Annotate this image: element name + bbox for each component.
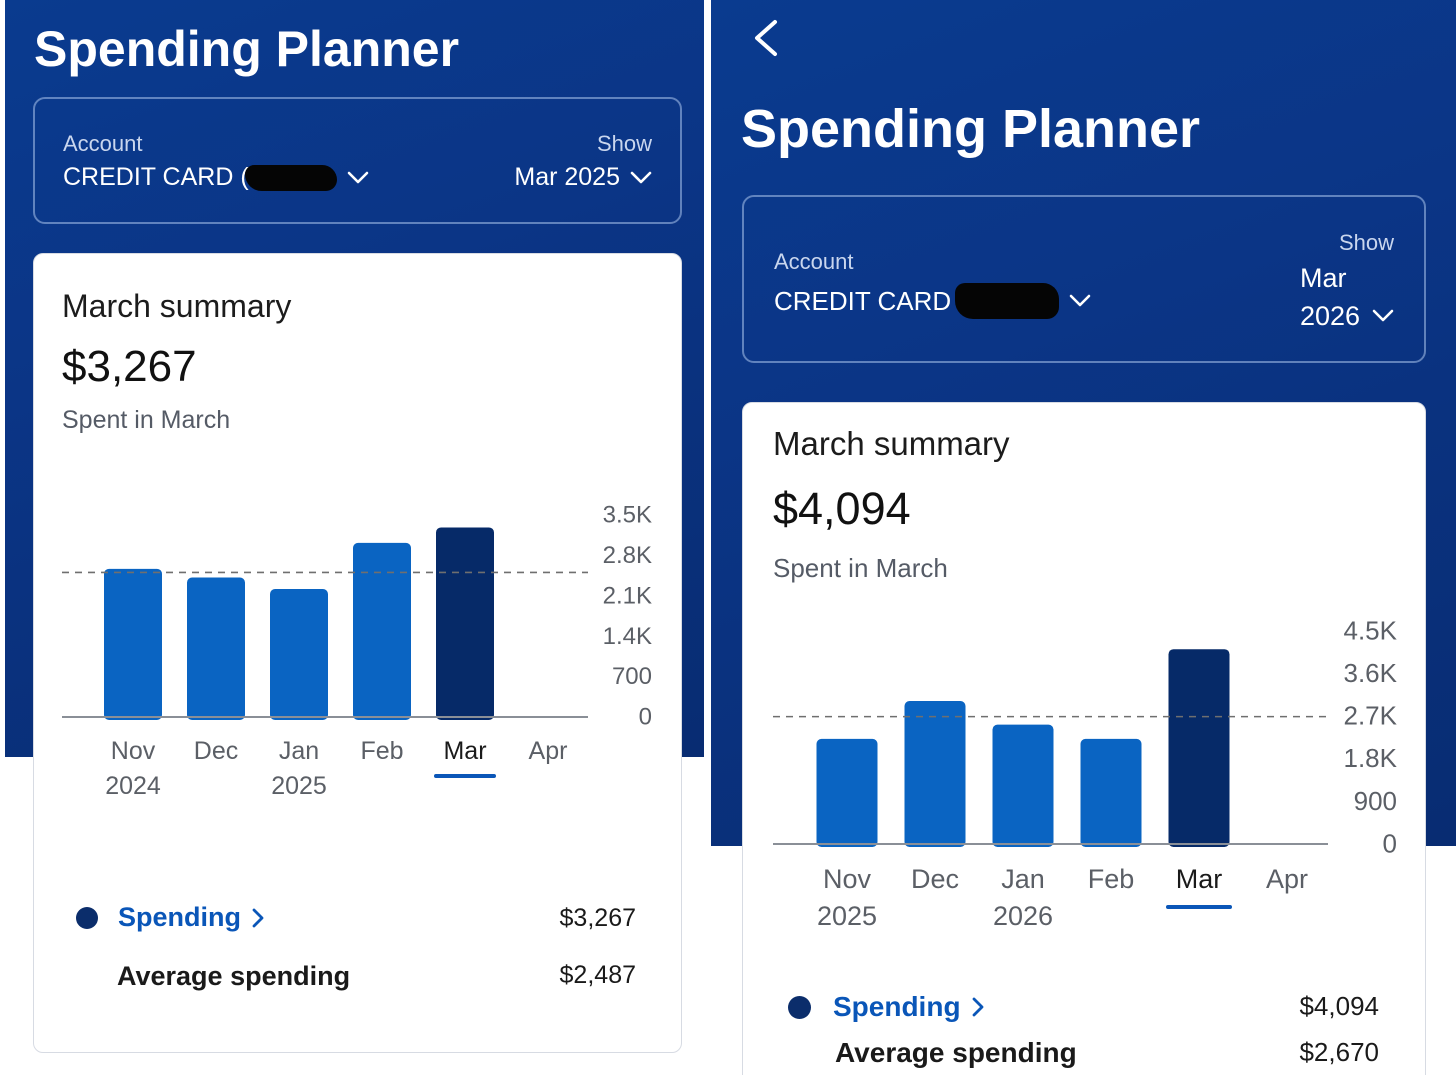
chevron-down-icon — [630, 171, 652, 183]
y-tick-label: 3.5K — [603, 502, 652, 529]
summary-card: March summary $3,267 Spent in March 0 700… — [33, 253, 682, 1053]
legend-dot-icon — [788, 995, 811, 1019]
chevron-down-icon — [1372, 309, 1394, 322]
bar-mar — [436, 527, 494, 720]
selected-month-indicator — [1166, 905, 1232, 909]
spending-planner-screen-2026: Spending Planner Account CREDIT CARD Sho… — [711, 0, 1456, 1075]
x-axis-label: Mar — [1176, 864, 1223, 894]
redacted-account-number — [955, 283, 1060, 319]
bar-dec — [904, 701, 966, 847]
summary-amount: $3,267 — [62, 342, 197, 391]
show-label: Show — [596, 131, 652, 156]
spent-label: Spent in March — [773, 553, 948, 583]
y-tick-label: 2.7K — [1344, 701, 1398, 731]
chevron-down-icon — [1069, 294, 1091, 307]
show-value: Mar 2025 — [514, 163, 620, 191]
x-axis-label: 2025 — [271, 772, 327, 800]
y-tick-label: 700 — [612, 663, 652, 690]
spending-label: Spending — [118, 902, 241, 932]
spending-value: $3,267 — [559, 904, 636, 932]
account-value: CREDIT CARD ( — [63, 163, 249, 191]
x-axis-label: 2026 — [993, 901, 1053, 931]
show-dropdown[interactable]: Mar 2025 — [514, 163, 652, 192]
y-tick-label: 2.8K — [603, 542, 652, 569]
spending-label: Spending — [833, 991, 961, 1022]
y-tick-label: 900 — [1354, 786, 1397, 816]
average-legend-row: Average spending — [117, 961, 350, 992]
spending-value: $4,094 — [1299, 991, 1379, 1021]
x-axis-label: Dec — [194, 737, 238, 765]
x-axis-label: Jan — [279, 737, 319, 765]
summary-amount: $4,094 — [773, 483, 911, 534]
summary-title: March summary — [62, 288, 292, 324]
y-tick-label: 2.1K — [603, 582, 652, 609]
x-axis-label: Dec — [911, 864, 959, 894]
account-selector-panel: Account CREDIT CARD ( Show Mar 2025 — [33, 97, 682, 224]
chevron-right-icon — [252, 908, 264, 927]
page-title: Spending Planner — [741, 99, 1201, 159]
y-tick-label: 1.4K — [603, 623, 652, 650]
spending-legend-row: Spending — [76, 902, 265, 933]
account-label: Account — [63, 131, 143, 156]
average-label: Average spending — [117, 961, 351, 991]
spending-planner-screen-2025: Spending Planner Account CREDIT CARD ( S… — [0, 0, 704, 1075]
chevron-left-icon — [755, 20, 777, 56]
spending-legend-row: Spending — [788, 991, 985, 1023]
show-month: Mar — [1300, 263, 1347, 293]
back-button[interactable] — [745, 14, 789, 62]
bar-nov — [816, 738, 878, 847]
legend-dot-icon — [76, 906, 98, 929]
y-tick-label: 0 — [639, 704, 652, 731]
average-legend-row: Average spending — [835, 1037, 1077, 1069]
y-tick-label: 0 — [1383, 828, 1397, 858]
bar-jan — [270, 589, 328, 720]
spending-link[interactable]: Spending — [118, 902, 265, 933]
summary-title: March summary — [773, 425, 1010, 462]
x-axis-label: Nov — [823, 864, 872, 894]
chevron-right-icon — [972, 997, 983, 1017]
y-tick-label: 3.6K — [1344, 658, 1398, 688]
spending-bar-chart: 0 900 1.8K 2.7K 3.6K 4.5K Nov 2025 Dec Jan 2026 Feb… — [773, 615, 1398, 931]
average-label: Average spending — [835, 1037, 1077, 1068]
average-value: $2,670 — [1299, 1037, 1379, 1067]
selected-month-indicator — [434, 774, 496, 778]
bar-dec — [187, 577, 245, 720]
bar-feb — [1080, 738, 1142, 847]
x-axis-label: Feb — [360, 737, 403, 765]
show-dropdown[interactable]: Mar 2026 — [1300, 259, 1394, 335]
redacted-account-number — [244, 164, 337, 191]
x-axis-label: Mar — [443, 737, 486, 765]
show-label: Show — [1338, 230, 1394, 255]
x-axis-label: 2025 — [817, 901, 877, 931]
account-label: Account — [774, 249, 854, 274]
edge-strip — [0, 0, 5, 1010]
bar-feb — [353, 542, 411, 720]
x-axis-label: 2024 — [105, 772, 161, 800]
x-axis-label: Nov — [111, 737, 156, 765]
spent-label: Spent in March — [62, 406, 231, 434]
y-tick-label: 4.5K — [1344, 615, 1398, 645]
account-dropdown[interactable]: CREDIT CARD — [774, 283, 1091, 319]
x-axis-label: Jan — [1001, 864, 1045, 894]
x-axis-label: Feb — [1088, 864, 1135, 894]
bar-jan — [992, 724, 1054, 847]
spending-bar-chart: 0 700 1.4K 2.1K 2.8K 3.5K Nov 2024 Dec Jan 2025 Feb… — [62, 502, 652, 800]
chevron-down-icon — [347, 171, 368, 183]
summary-card: March summary $4,094 Spent in March 0 900… — [742, 402, 1426, 1075]
account-dropdown[interactable]: CREDIT CARD ( — [63, 163, 369, 192]
spending-link[interactable]: Spending — [833, 991, 985, 1023]
account-value: CREDIT CARD — [774, 285, 952, 316]
x-axis-label: Apr — [529, 737, 568, 765]
account-selector-panel: Account CREDIT CARD Show Mar 2026 — [742, 195, 1426, 363]
average-value: $2,487 — [559, 961, 636, 989]
x-axis-label: Apr — [1266, 864, 1308, 894]
bar-mar — [1168, 649, 1230, 847]
show-year: 2026 — [1300, 301, 1361, 331]
bar-nov — [104, 568, 162, 720]
page-title: Spending Planner — [34, 21, 460, 77]
y-tick-label: 1.8K — [1344, 743, 1398, 773]
